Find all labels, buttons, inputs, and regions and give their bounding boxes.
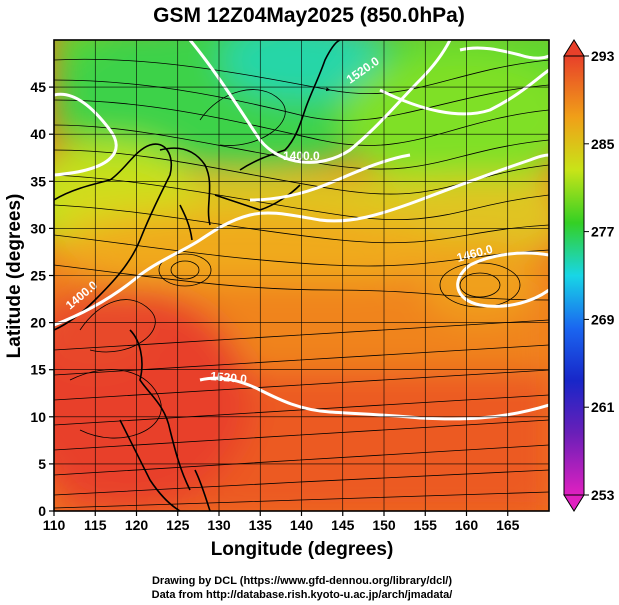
colorbar-gradient (563, 55, 585, 496)
x-tick-label: 145 (331, 517, 355, 533)
x-tick-label: 120 (125, 517, 149, 533)
x-axis-label: Longitude (degrees) (211, 539, 394, 560)
x-tick-label: 130 (207, 517, 231, 533)
colorbar-tick-label: 285 (591, 136, 615, 152)
colorbar-tick-label: 261 (591, 399, 615, 415)
colorbar-bottom-arrow (563, 494, 585, 512)
x-tick-label: 165 (496, 517, 520, 533)
colorbar: 253 261 269 277 285 293 (563, 39, 615, 512)
colorbar-tick-label: 277 (591, 224, 615, 240)
y-tick-label: 5 (38, 456, 46, 472)
x-axis-ticks: 110 115 120 125 130 135 140 145 150 155 160 165 (43, 511, 520, 533)
x-tick-label: 155 (414, 517, 438, 533)
map-title: GSM 12Z04May2025 (850.0hPa) (153, 4, 465, 27)
y-tick-label: 0 (38, 503, 46, 519)
y-tick-label: 25 (30, 268, 46, 284)
y-tick-label: 20 (30, 315, 46, 331)
colorbar-tick-label: 253 (591, 487, 615, 503)
colorbar-top-arrow (563, 39, 585, 57)
x-tick-label: 115 (84, 517, 107, 533)
height-contours (54, 40, 549, 421)
y-tick-label: 30 (30, 220, 46, 236)
x-tick-label: 125 (166, 517, 190, 533)
colorbar-tick-label: 269 (591, 311, 615, 327)
y-axis-ticks: 0 5 10 15 20 25 30 35 40 45 (30, 79, 54, 519)
y-tick-label: 15 (30, 362, 46, 378)
colorbar-ticks: 253 261 269 277 285 293 (584, 48, 615, 503)
colorbar-tick-label: 293 (591, 48, 615, 64)
y-tick-label: 10 (30, 409, 46, 425)
x-tick-label: 160 (455, 517, 479, 533)
credit-data: Data from http://database.rish.kyoto-u.a… (152, 589, 453, 601)
y-tick-label: 40 (30, 126, 46, 142)
x-tick-label: 150 (372, 517, 396, 533)
y-axis-label: Latitude (degrees) (4, 194, 25, 359)
x-tick-label: 140 (290, 517, 314, 533)
y-tick-label: 45 (30, 79, 46, 95)
credit-drawing: Drawing by DCL (https://www.gfd-dennou.o… (152, 575, 452, 587)
y-tick-label: 35 (30, 173, 46, 189)
x-tick-label: 135 (249, 517, 273, 533)
x-tick-label: 110 (43, 517, 66, 533)
wind-streamlines (54, 58, 549, 509)
